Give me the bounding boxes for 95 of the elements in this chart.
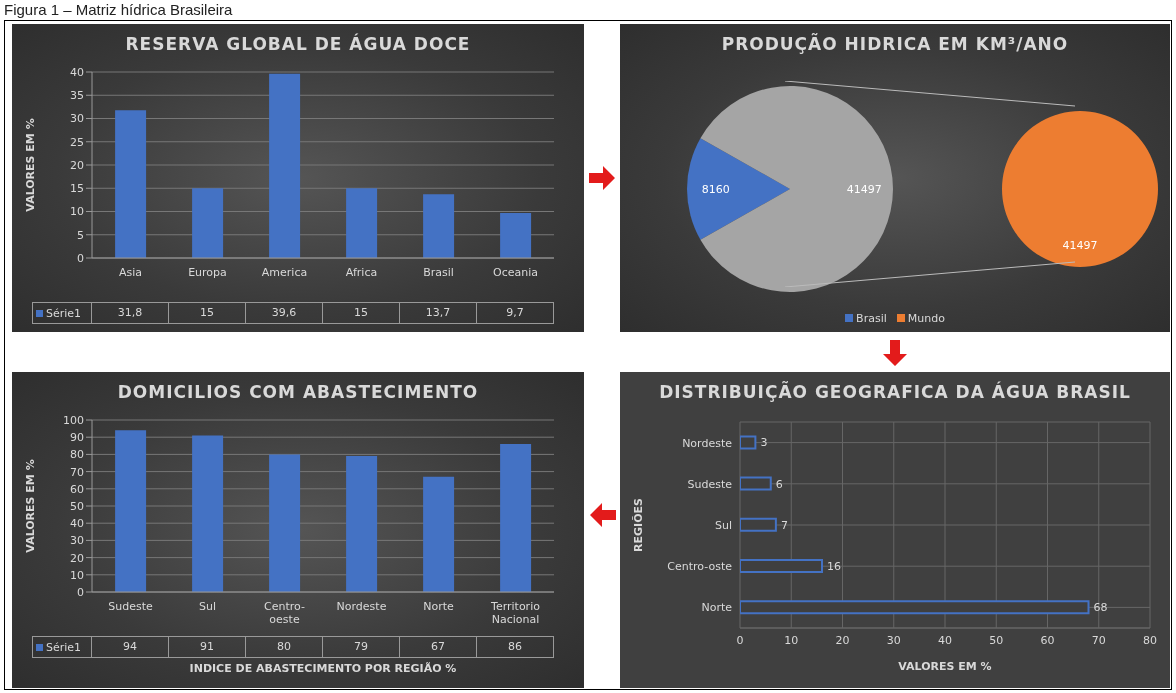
- x-tick-label: 10: [784, 633, 799, 647]
- bar: [115, 110, 147, 258]
- bar: [740, 476, 772, 491]
- y-tick-label: 0: [77, 585, 84, 599]
- y-tick-label: 30: [70, 112, 84, 126]
- x-tick-label: 70: [1091, 633, 1106, 647]
- y-tick-label: Sudeste: [687, 477, 733, 491]
- x-tick-label: Sul: [198, 600, 217, 613]
- data-label: 7: [780, 518, 788, 532]
- legend-label: Mundo: [906, 311, 945, 325]
- bar: [740, 600, 1090, 615]
- y-tick-label: 40: [70, 517, 84, 531]
- data-label: 13,7: [400, 302, 477, 324]
- y-tick-label: 10: [70, 205, 84, 219]
- y-tick-label: 20: [70, 158, 84, 172]
- chart-title: DISTRIBUIÇÃO GEOGRAFICA DA ÁGUA BRASIL: [658, 380, 1132, 404]
- y-tick-label: 5: [77, 228, 84, 242]
- data-label: 31,8: [92, 302, 169, 324]
- y-tick-label: 20: [70, 551, 84, 565]
- x-tick-label: 80: [1143, 633, 1157, 647]
- x-tick-label: Europa: [188, 266, 227, 279]
- bar: [269, 73, 301, 258]
- y-tick-label: 60: [70, 482, 84, 496]
- y-axis-title: REGIÕES: [631, 497, 645, 552]
- x-tick-label: 50: [989, 633, 1004, 647]
- data-label: 94: [92, 636, 169, 658]
- y-tick-label: 25: [70, 135, 84, 149]
- legend-label: Série1: [46, 640, 82, 654]
- x-tick-label: America: [261, 266, 308, 279]
- y-tick-label: 40: [70, 65, 84, 79]
- x-tick-label: 40: [938, 633, 952, 647]
- x-tick-label: Africa: [345, 266, 378, 279]
- x-tick-label: Brasil: [423, 266, 454, 279]
- x-tick-label: 20: [835, 633, 850, 647]
- y-tick-label: 100: [63, 413, 84, 427]
- bar: [423, 476, 455, 592]
- y-tick-label: 15: [70, 182, 84, 196]
- data-label: 6: [775, 477, 783, 491]
- data-label: 15: [169, 302, 246, 324]
- data-label: 91: [169, 636, 246, 658]
- x-tick-label: 30: [886, 633, 901, 647]
- data-label: 3: [760, 436, 768, 450]
- x-tick-label: Oceania: [493, 266, 538, 279]
- data-label: 79: [323, 636, 400, 658]
- x-tick-label: Centro-oeste: [264, 600, 305, 626]
- text: Figura 1 – Matriz hídrica Brasileira: [4, 1, 233, 18]
- data-label: 39,6: [246, 302, 323, 324]
- y-tick-label: 70: [70, 465, 84, 479]
- y-tick-label: Sul: [714, 518, 732, 532]
- y-axis-title: VALORES EM %: [23, 459, 37, 553]
- x-axis-title: INDICE DE ABASTECIMENTO POR REGIÃO %: [188, 662, 458, 675]
- x-tick-label: Nordeste: [336, 600, 387, 613]
- data-label: 67: [400, 636, 477, 658]
- y-tick-label: Centro-oste: [667, 560, 733, 574]
- bar: [192, 188, 224, 258]
- data-label: 41497: [1062, 238, 1098, 252]
- y-tick-label: 10: [70, 568, 84, 582]
- x-tick-label: Asia: [118, 266, 143, 279]
- x-tick-label: Territorio Nacional: [490, 600, 541, 626]
- data-label: 16: [827, 559, 841, 573]
- legend-label: Brasil: [855, 311, 887, 325]
- y-tick-label: 50: [70, 499, 84, 513]
- bar: [346, 188, 378, 258]
- data-label: 41497: [846, 182, 882, 196]
- data-label: 15: [323, 302, 400, 324]
- y-tick-label: 30: [70, 534, 84, 548]
- bar: [346, 456, 378, 592]
- y-tick-label: 0: [77, 251, 84, 265]
- y-axis-title: VALORES EM %: [23, 118, 37, 212]
- bar: [192, 435, 224, 592]
- data-label: 8160: [701, 182, 730, 196]
- bar: [500, 444, 532, 592]
- chart-title: DOMICILIOS COM ABASTECIMENTO: [116, 381, 480, 404]
- chart-title: PRODUÇÃO HIDRICA EM KM³/ANO: [720, 32, 1070, 56]
- data-label: 9,7: [477, 302, 554, 324]
- bar: [423, 194, 455, 258]
- x-tick-label: 0: [736, 633, 744, 647]
- data-label: 68: [1093, 601, 1108, 615]
- y-tick-label: 90: [70, 431, 84, 445]
- bar: [740, 517, 777, 532]
- x-axis-title: VALORES EM %: [898, 660, 992, 673]
- bar: [740, 559, 823, 574]
- chart-title: RESERVA GLOBAL DE ÁGUA DOCE: [124, 32, 472, 56]
- bar: [269, 454, 301, 592]
- x-tick-label: 60: [1040, 633, 1055, 647]
- bar: [740, 435, 757, 450]
- y-tick-label: 35: [70, 89, 84, 103]
- bar: [500, 212, 532, 258]
- legend-label: Série1: [46, 306, 82, 320]
- data-label: 86: [477, 636, 554, 658]
- y-tick-label: 80: [70, 448, 84, 462]
- y-tick-label: Nordeste: [682, 436, 733, 450]
- x-tick-label: Norte: [423, 600, 455, 613]
- x-tick-label: Sudeste: [108, 600, 153, 613]
- bar: [115, 430, 147, 592]
